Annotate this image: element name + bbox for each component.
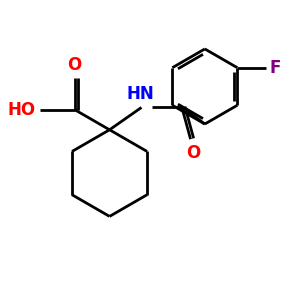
Text: O: O [186, 143, 201, 161]
Text: F: F [270, 59, 281, 77]
Text: HN: HN [126, 85, 154, 103]
Text: O: O [68, 56, 82, 74]
Text: HO: HO [8, 100, 36, 118]
